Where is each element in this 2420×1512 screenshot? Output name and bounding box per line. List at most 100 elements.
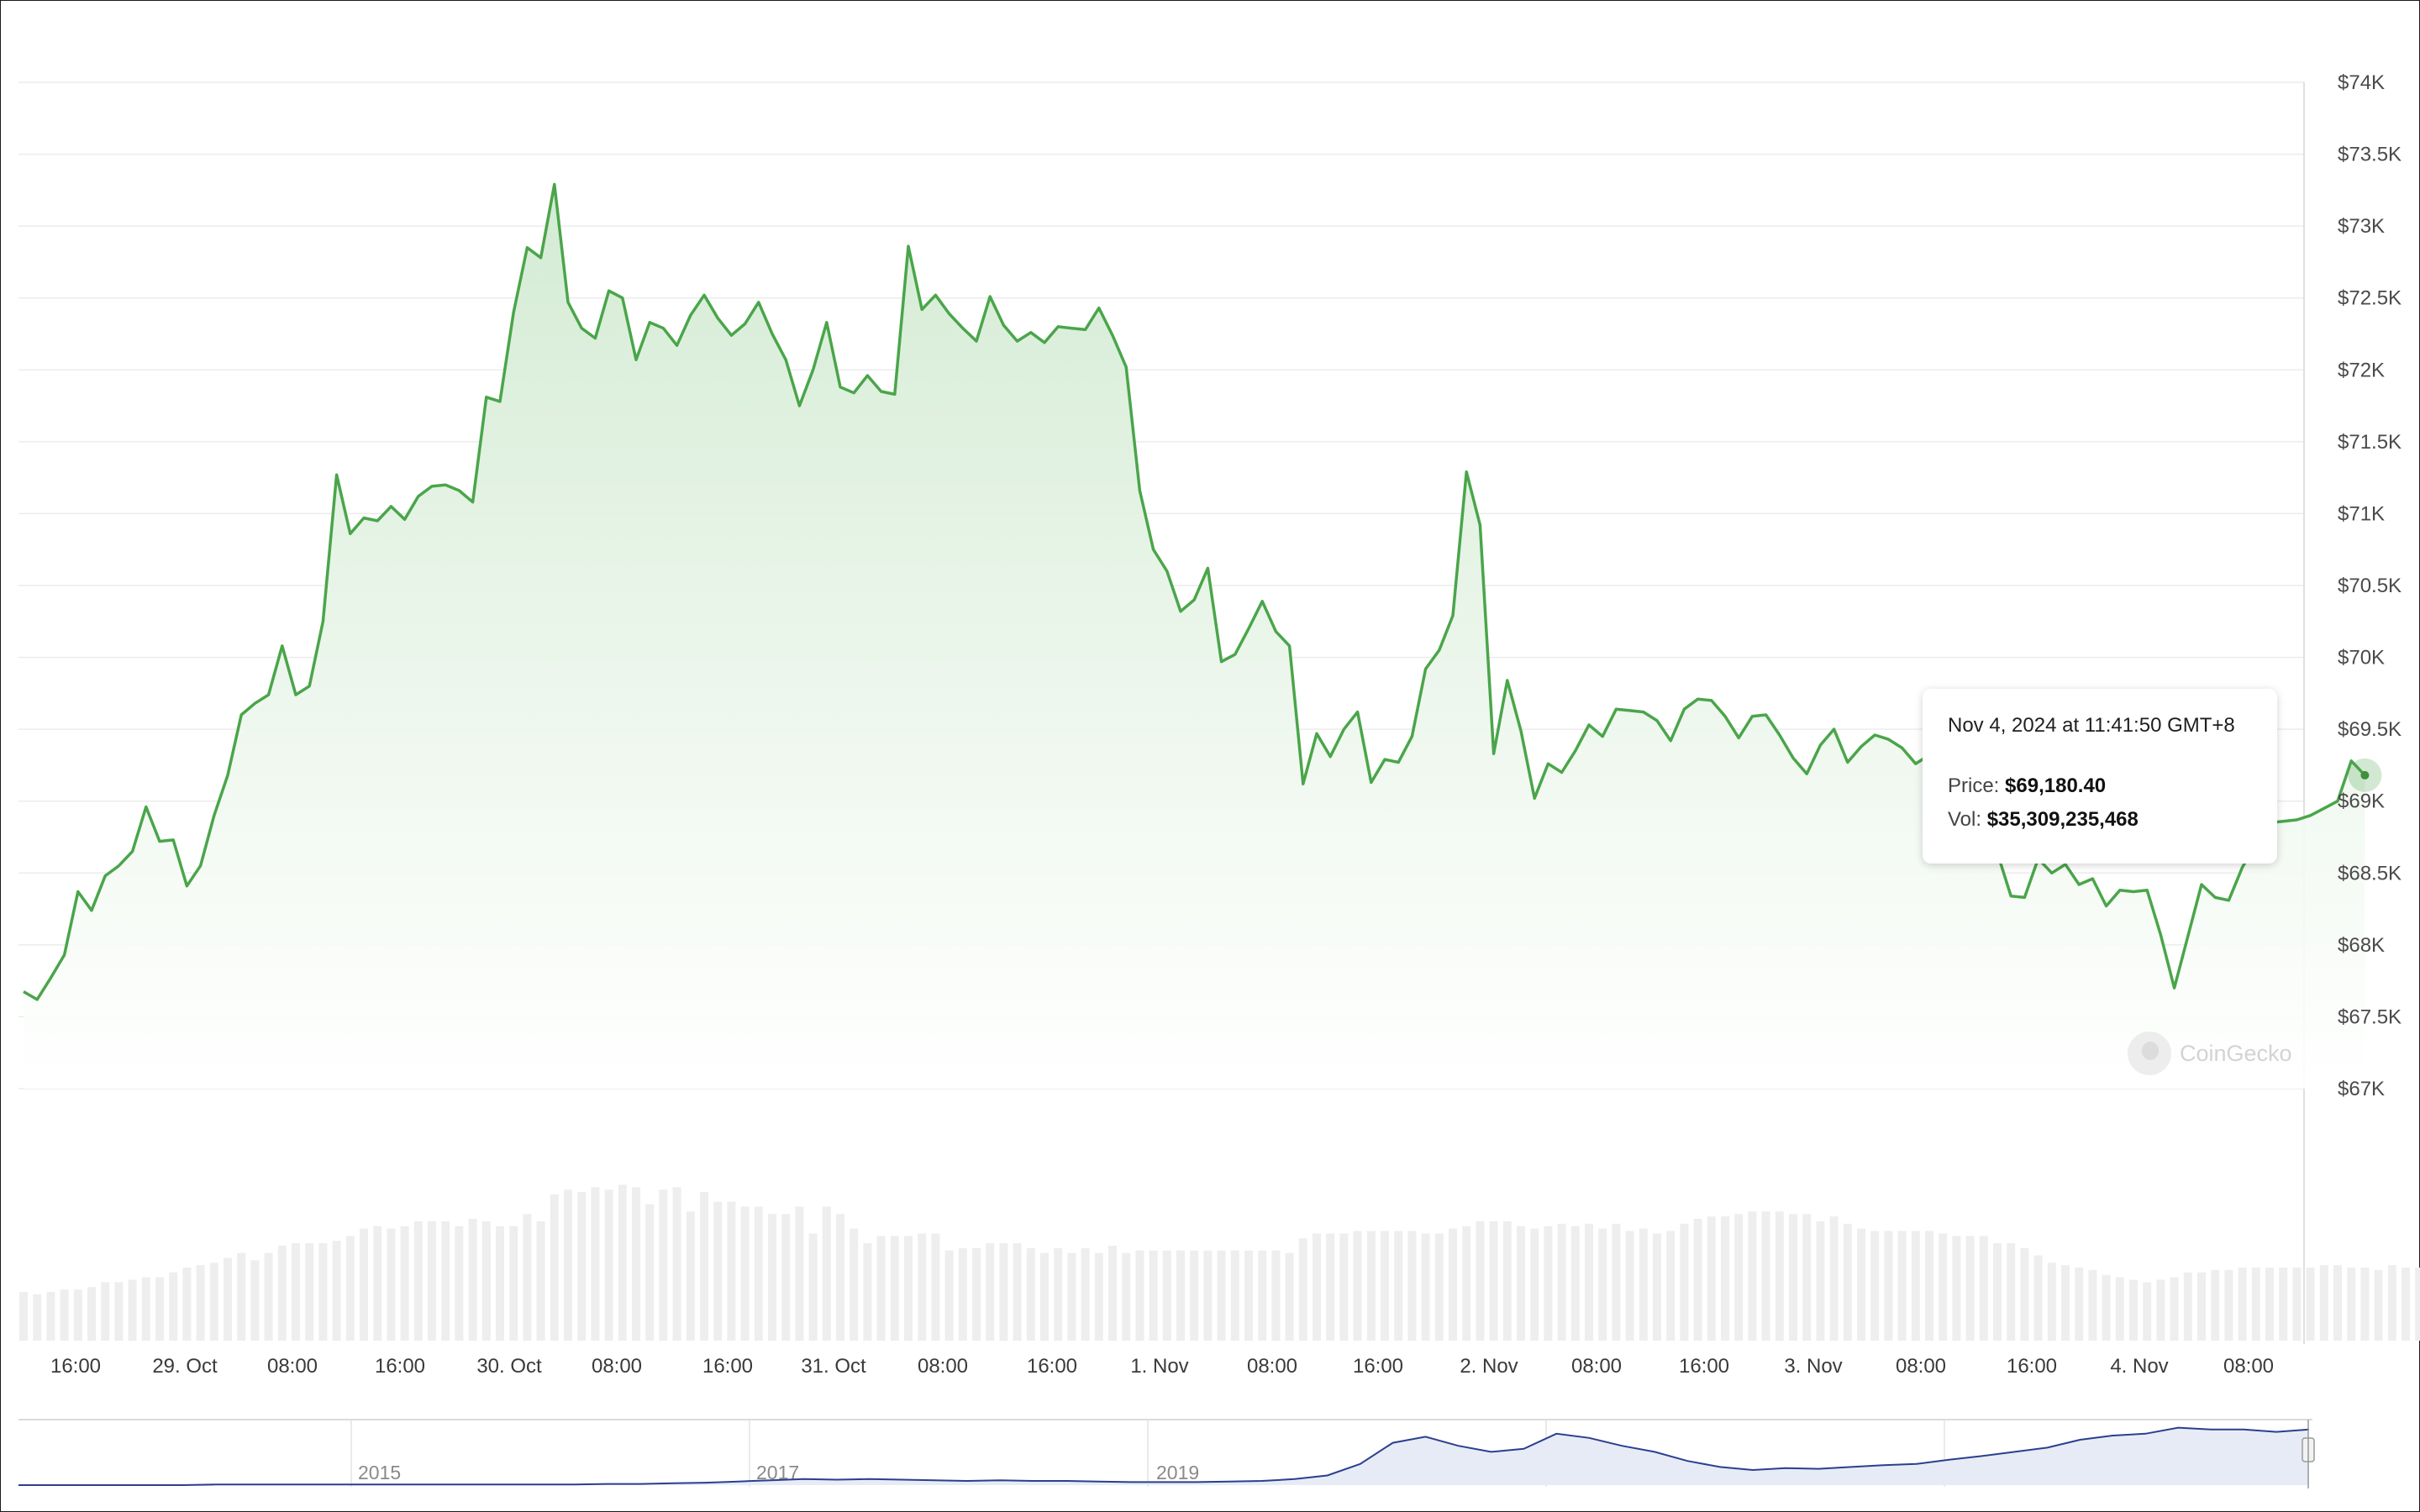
x-tick-label: 08:00 [1247,1355,1297,1378]
volume-bar [1081,1247,1090,1341]
volume-bar [2102,1274,2111,1341]
volume-bar [2033,1255,2043,1341]
volume-bar [1680,1223,1689,1341]
volume-bar [1952,1236,1961,1341]
tooltip-vol-label: Vol: [1948,808,1982,831]
volume-bar [455,1226,464,1341]
tooltip: Nov 4, 2024 at 11:41:50 GMT+8 Price: $69… [1923,689,2277,864]
volume-bar [2265,1268,2274,1341]
volume-bar [1884,1231,1893,1341]
volume-bar [1761,1211,1770,1341]
volume-bar [1040,1252,1049,1341]
volume-bar [1285,1252,1294,1341]
volume-bar [808,1233,818,1341]
volume-bar [1570,1226,1580,1341]
y-tick-label: $70.5K [2338,575,2402,597]
volume-bar [1298,1238,1307,1341]
volume-bar [277,1245,287,1341]
x-tick-label: 16:00 [50,1355,101,1378]
x-tick-label: 30. Oct [476,1355,542,1378]
volume-bar [400,1226,409,1341]
volume-bar [2347,1268,2356,1341]
volume-bar [441,1221,450,1341]
volume-bar [345,1236,355,1341]
volume-bar [1775,1211,1784,1341]
volume-bar [618,1184,627,1341]
volume-bar [2211,1269,2220,1341]
y-tick-label: $69.5K [2338,718,2402,741]
volume-bar [1449,1228,1457,1341]
y-tick-label: $74K [2338,71,2385,94]
volume-bar [1829,1216,1839,1341]
volume-bar [1353,1231,1362,1341]
volume-bar [496,1226,504,1341]
price-area-fill [24,184,2365,1089]
volume-bar [2279,1268,2288,1341]
volume-bar [101,1282,110,1341]
navigator-label: 2019 [1156,1462,1199,1483]
volume-bar [1843,1223,1852,1341]
volume-bar [128,1279,137,1341]
volume-bar [686,1211,695,1341]
price-area [24,184,2365,1089]
volume-bar [2251,1268,2260,1341]
volume-bar [2061,1265,2070,1341]
y-tick-label: $67K [2338,1078,2385,1100]
watermark: CoinGecko [2128,1030,2292,1077]
x-tick-label: 08:00 [592,1355,642,1378]
volume-bar [850,1228,859,1341]
volume-bar [958,1247,967,1341]
volume-bar [87,1287,96,1341]
volume-bar [2088,1269,2097,1341]
volume-bar [836,1214,844,1341]
volume-bar [1067,1252,1076,1341]
volume-bar [1979,1236,1988,1341]
volume-bar [1857,1228,1865,1341]
x-tick-label: 16:00 [375,1355,425,1378]
volume-bar [155,1277,164,1341]
volume-bar [468,1219,477,1341]
x-tick-label: 1. Nov [1130,1355,1188,1378]
x-tick-label: 16:00 [2007,1355,2057,1378]
y-tick-label: $68K [2338,934,2385,957]
volume-bar [1557,1223,1566,1341]
volume-bar [536,1221,545,1341]
volume-bar [1462,1226,1471,1341]
volume-bar [1108,1245,1117,1341]
volume-bar [1666,1231,1676,1341]
volume-bar [1339,1233,1349,1341]
volume-bar [1598,1228,1607,1341]
volume-bar [46,1292,55,1341]
volume-bar [1693,1219,1702,1341]
volume-bar [1939,1233,1948,1341]
volume-bar [2415,1268,2420,1341]
volume-bar [1217,1250,1226,1341]
volume-bar [1721,1216,1729,1341]
volume-bar [1054,1247,1063,1341]
x-tick-label: 08:00 [1571,1355,1622,1378]
volume-bar [1476,1221,1485,1341]
volume-bar [1122,1252,1131,1341]
volume-bar [1149,1250,1158,1341]
y-tick-label: $71.5K [2338,431,2402,454]
range-navigator[interactable]: 20152017201920212023 [18,1419,2315,1488]
volume-bar [795,1206,804,1341]
volume-bar [60,1289,69,1341]
volume-bar [1734,1214,1744,1341]
y-tick-label: $73.5K [2338,144,2402,166]
x-tick-label: 31. Oct [801,1355,866,1378]
volume-bar [986,1243,995,1341]
volume-bar [999,1243,1008,1341]
volume-bar [292,1243,300,1341]
tooltip-title: Nov 4, 2024 at 11:41:50 GMT+8 [1948,714,2235,737]
volume-bar [1993,1243,2002,1341]
navigator-area [18,1427,2309,1485]
volume-bar [224,1257,232,1341]
volume-bar [2156,1279,2165,1341]
volume-bar [318,1243,328,1341]
volume-bar [1802,1214,1812,1341]
x-tick-label: 08:00 [918,1355,968,1378]
volume-bar [944,1250,954,1341]
volume-bar [509,1226,518,1341]
